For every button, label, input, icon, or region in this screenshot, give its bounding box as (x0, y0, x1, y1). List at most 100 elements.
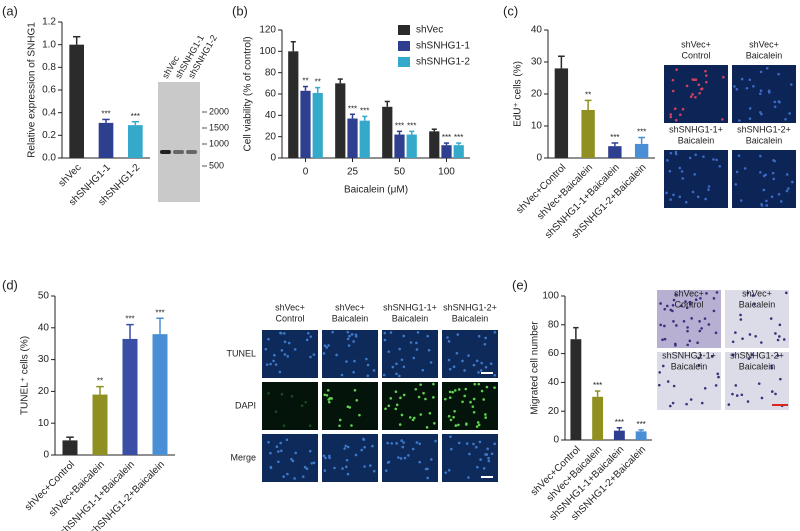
significance: *** (442, 133, 451, 142)
cell (490, 452, 494, 456)
cell (446, 336, 449, 339)
cell (484, 413, 487, 416)
cell (426, 476, 429, 480)
row-label: DAPI (235, 400, 256, 410)
image-label: Baicalein (739, 299, 776, 309)
image-label: Baicalein (671, 361, 708, 371)
cell (449, 418, 453, 422)
cell (267, 440, 270, 444)
micrograph (322, 330, 378, 378)
cell (344, 465, 348, 469)
cell (454, 424, 458, 427)
cell (273, 353, 276, 357)
y-tick-label: 0.4 (42, 107, 56, 118)
cell (469, 400, 472, 404)
image-label: shSNHG1-1+ (662, 350, 716, 360)
cell (455, 351, 459, 355)
cell (733, 85, 736, 88)
cell (383, 331, 387, 335)
scale-bar (772, 404, 788, 406)
cell (760, 341, 763, 344)
cell (461, 359, 464, 363)
y-tick-label: 120 (259, 25, 276, 36)
cell (759, 154, 762, 158)
cell (787, 187, 790, 190)
significance: ** (315, 78, 321, 87)
micrograph (725, 290, 789, 348)
cell (457, 441, 461, 445)
cell (327, 344, 330, 347)
cell (372, 469, 376, 473)
bar (98, 122, 114, 158)
cell (389, 331, 393, 334)
cell (328, 454, 331, 458)
cell (457, 423, 460, 427)
significance: *** (610, 133, 619, 142)
cell (325, 346, 328, 349)
cell (293, 348, 297, 351)
cell (443, 397, 447, 401)
bar (359, 120, 370, 158)
cell (399, 457, 403, 460)
image-label: Baicalein (746, 135, 783, 145)
image-label: shVec+ (742, 288, 772, 298)
cell (661, 364, 665, 368)
cell (685, 306, 689, 310)
cell (697, 83, 701, 87)
cell (448, 390, 452, 394)
cell (485, 453, 489, 456)
cell (283, 340, 287, 344)
cell (790, 83, 793, 86)
y-tick-label: 20 (265, 131, 277, 142)
cell (365, 357, 368, 361)
cell (401, 445, 405, 449)
cell (338, 418, 342, 422)
y-tick-label: 0 (43, 450, 49, 461)
cell (384, 469, 388, 472)
cell (477, 382, 481, 386)
cell (398, 347, 401, 351)
cell (659, 323, 662, 327)
cell (669, 113, 673, 116)
cell (674, 150, 678, 154)
cell (765, 199, 768, 203)
y-tick-label: 100 (259, 46, 276, 57)
cell (333, 466, 336, 470)
cell (493, 442, 496, 446)
cell (398, 423, 402, 426)
cell (422, 391, 425, 395)
cell (386, 441, 389, 445)
image-label: Baicalein (739, 361, 776, 371)
cell (772, 177, 776, 181)
cell (745, 86, 749, 90)
cell (448, 367, 452, 371)
cell (754, 334, 757, 338)
image-label: Baicalein (332, 313, 369, 323)
significance: *** (454, 133, 463, 142)
cell (429, 361, 433, 364)
significance: *** (636, 420, 645, 429)
image-label: Baicalein (392, 313, 429, 323)
cell (702, 155, 705, 158)
cell (277, 460, 280, 464)
cell (663, 307, 667, 311)
cell (668, 169, 672, 173)
cell (674, 118, 678, 122)
cell (387, 350, 391, 353)
cell (346, 337, 350, 341)
cell (309, 335, 313, 338)
cell (280, 449, 283, 453)
bar (554, 68, 569, 158)
cell (777, 72, 780, 76)
micrograph (732, 65, 796, 123)
cell (482, 398, 486, 401)
cell (685, 84, 689, 88)
cell (412, 356, 416, 360)
y-axis-label: EdU⁺ cells (%) (513, 61, 524, 127)
cell (716, 372, 720, 376)
x-tick-label: shVec (57, 162, 84, 189)
image-label: Control (681, 50, 710, 60)
cell (475, 425, 479, 428)
cell (760, 204, 764, 207)
